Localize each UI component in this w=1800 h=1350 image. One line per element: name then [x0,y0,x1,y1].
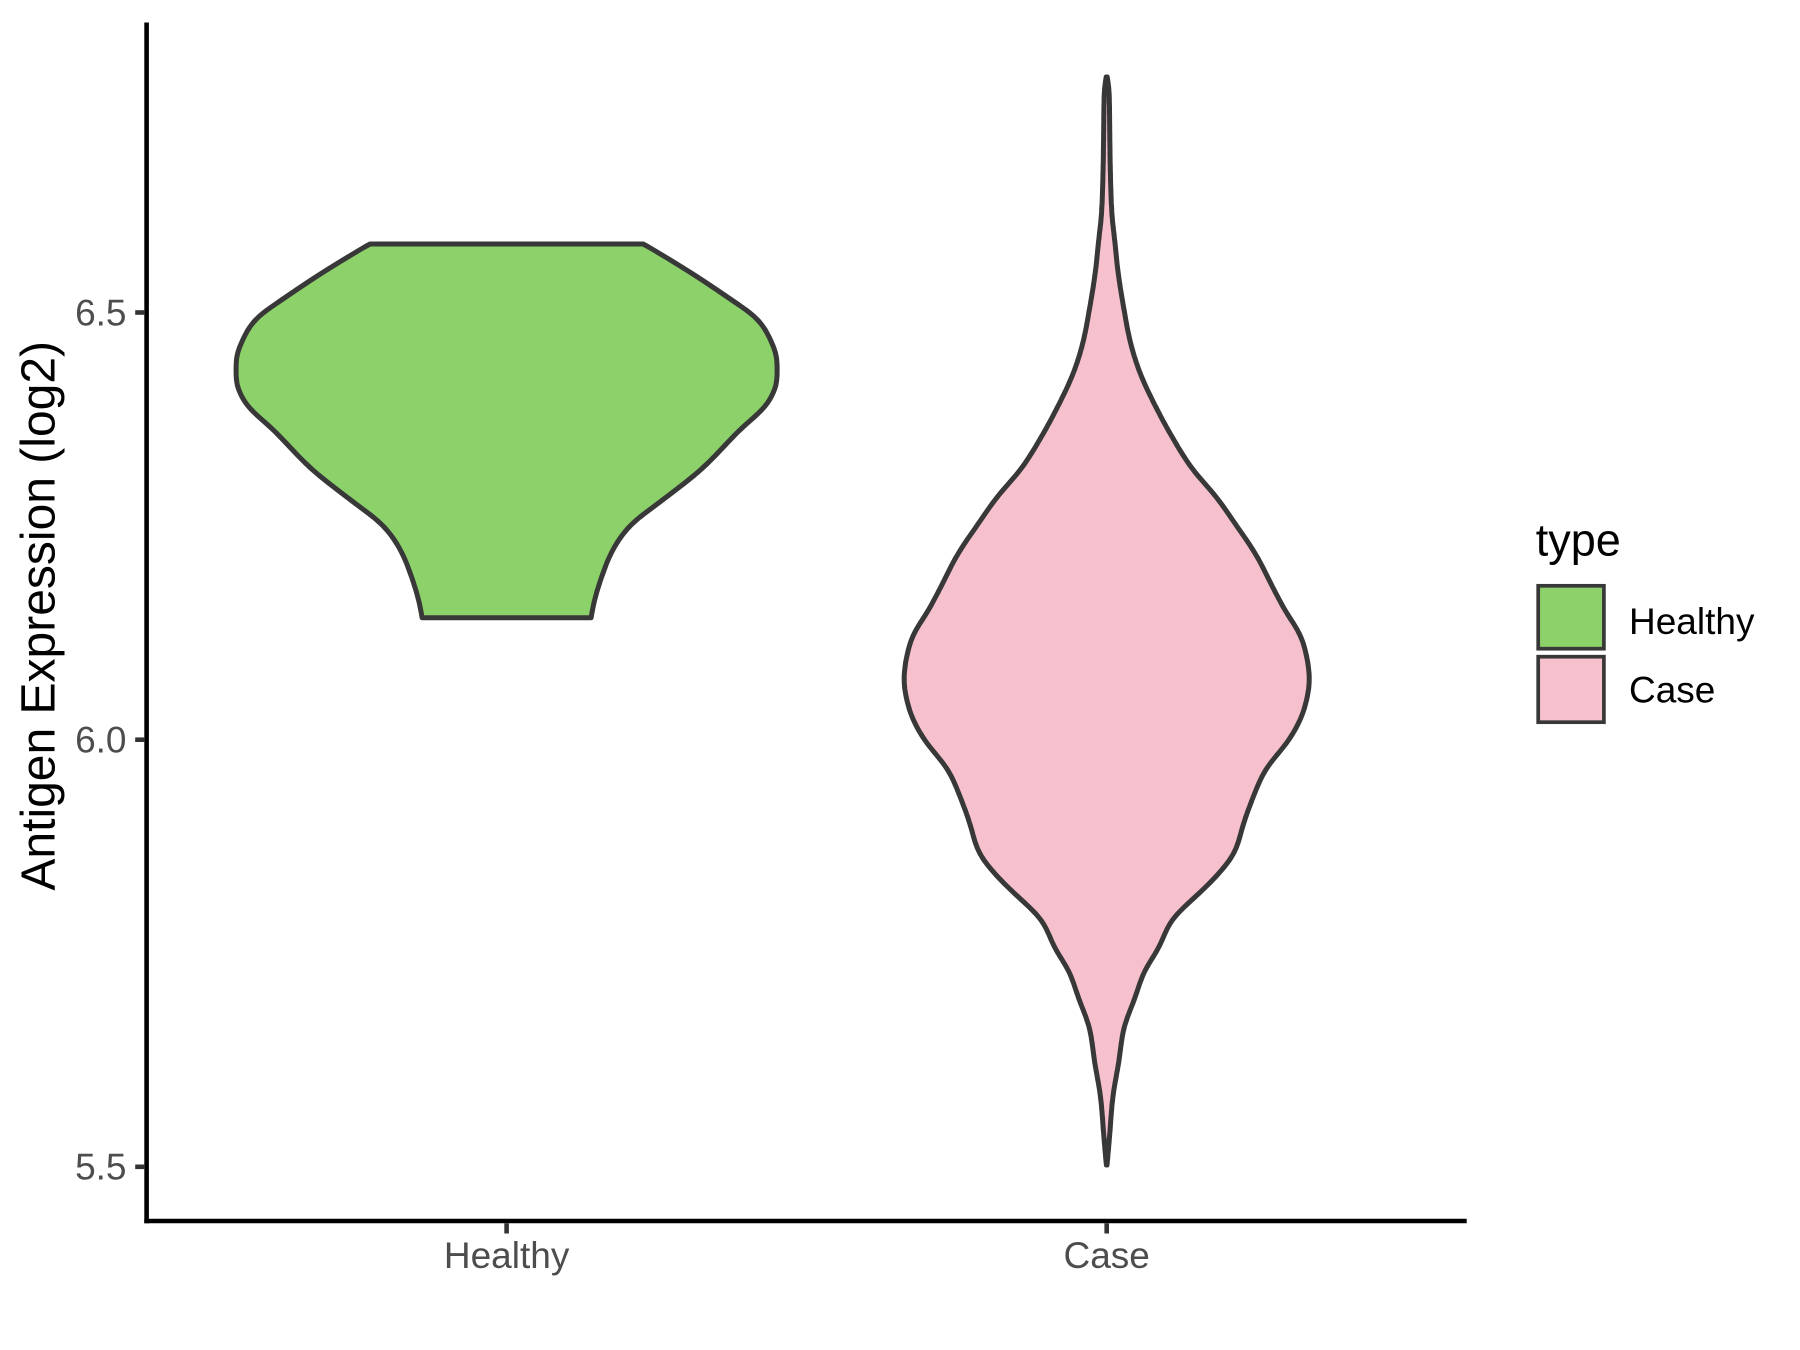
svg-text:Healthy: Healthy [444,1235,570,1276]
svg-text:type: type [1536,515,1621,566]
svg-text:Healthy: Healthy [1629,601,1755,642]
svg-text:6.0: 6.0 [75,720,126,761]
svg-text:Case: Case [1629,669,1715,710]
svg-text:6.5: 6.5 [75,292,126,333]
svg-text:Case: Case [1064,1235,1150,1276]
svg-text:Antigen Expression (log2): Antigen Expression (log2) [12,341,65,891]
svg-text:5.5: 5.5 [75,1147,126,1188]
